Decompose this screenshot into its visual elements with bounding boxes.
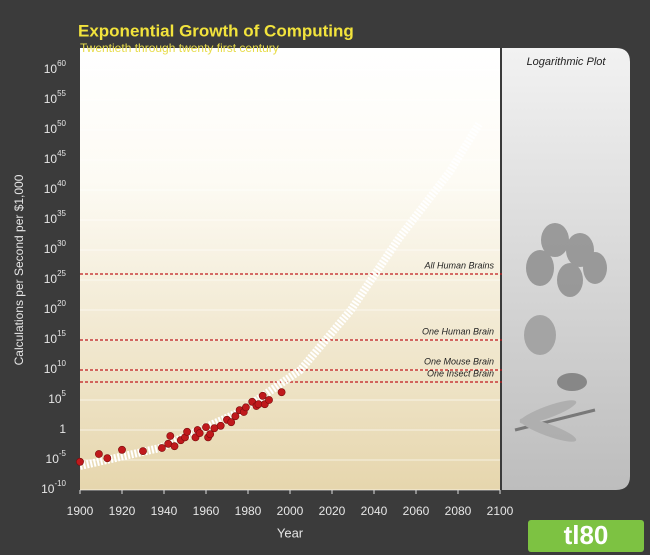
y-tick-exponent: 20 (57, 299, 66, 308)
data-point (76, 457, 84, 466)
data-point (95, 450, 103, 458)
y-tick-label: 1015 (44, 329, 67, 346)
y-tick-exponent: -5 (59, 449, 67, 458)
data-point (277, 388, 286, 397)
watermark-text: tl80 (564, 520, 609, 550)
y-tick-label: 1060 (44, 59, 67, 76)
y-tick-base: 10 (44, 62, 58, 76)
trend-line (79, 121, 483, 470)
y-tick-exponent: 40 (57, 179, 66, 188)
y-tick-exponent: 15 (57, 329, 66, 338)
plot-layer: All Human Brains One Human Brain One Mouse… (76, 69, 530, 491)
y-tick-label: 1030 (44, 239, 67, 256)
data-point (139, 447, 147, 456)
x-tick-label: 1920 (109, 504, 136, 518)
x-tick-label: 2040 (361, 504, 388, 518)
data-point (202, 423, 210, 432)
y-tick-base: 10 (44, 242, 58, 256)
x-tick-label: 2080 (445, 504, 472, 518)
y-tick-base: 10 (44, 152, 58, 166)
y-tick-label: 10-5 (46, 449, 67, 466)
data-point (265, 396, 273, 404)
watermark-box (528, 520, 644, 552)
chart-title: Exponential Growth of Computing (78, 21, 354, 40)
threshold-label: One Mouse Brain (424, 356, 494, 366)
data-point (258, 391, 267, 400)
y-tick-exponent: 45 (57, 149, 66, 158)
x-axis-label: Year (277, 525, 304, 540)
x-tick-label: 1980 (235, 504, 262, 518)
data-point (103, 454, 112, 463)
data-point (195, 429, 204, 438)
y-tick-base: 10 (44, 332, 58, 346)
y-tick-base: 10 (44, 272, 58, 286)
y-tick-label: 1025 (44, 269, 67, 286)
y-tick-label: 1050 (44, 119, 67, 136)
y-tick-label: 1010 (44, 359, 67, 376)
x-tick-label: 1960 (193, 504, 220, 518)
data-point (183, 427, 191, 436)
y-tick-exponent: 50 (57, 119, 66, 128)
y-tick-exponent: 60 (57, 59, 66, 68)
y-tick-base: 10 (41, 482, 55, 496)
y-tick-base: 10 (48, 392, 62, 406)
x-tick-label: 2000 (277, 504, 304, 518)
y-tick-base: 10 (44, 212, 58, 226)
y-tick-label: 1045 (44, 149, 67, 166)
y-tick-label: 1035 (44, 209, 67, 226)
x-tick-label: 1940 (151, 504, 178, 518)
data-point (118, 445, 126, 454)
watermark: tl80 (528, 520, 644, 552)
y-tick-base: 10 (44, 362, 58, 376)
threshold-label: All Human Brains (423, 260, 494, 270)
x-tick-label: 2060 (403, 504, 430, 518)
y-tick-base: 10 (46, 452, 60, 466)
data-point (157, 444, 166, 452)
y-tick-exponent: 25 (57, 269, 66, 278)
y-tick-label: 1 (59, 422, 66, 436)
y-tick-exponent: 55 (57, 89, 66, 98)
y-tick-label: 105 (48, 389, 66, 406)
data-point (166, 432, 175, 440)
threshold-label: One Human Brain (422, 326, 494, 336)
data-point (241, 403, 250, 412)
y-tick-base: 10 (44, 182, 58, 196)
y-tick-label: 1040 (44, 179, 67, 196)
data-point (170, 442, 179, 451)
y-tick-label: 1055 (44, 89, 67, 106)
y-tick-label: 1020 (44, 299, 67, 316)
panel-title: Logarithmic Plot (527, 56, 607, 68)
plot-area (80, 48, 500, 490)
data-point (231, 412, 240, 421)
y-tick-base: 10 (44, 302, 58, 316)
y-tick-label: 10-10 (41, 479, 66, 496)
x-tick-label: 1900 (67, 504, 94, 518)
y-tick-exponent: -10 (54, 479, 66, 488)
x-tick-label: 2100 (487, 504, 514, 518)
data-point (216, 421, 225, 430)
data-point (206, 430, 215, 439)
y-tick-exponent: 30 (57, 239, 66, 248)
data-point (227, 418, 236, 427)
y-tick-exponent: 5 (62, 389, 67, 398)
chart-subtitle: Twentieth through twenty first century (80, 41, 279, 55)
threshold-label: One Insect Brain (427, 368, 494, 378)
y-tick-exponent: 10 (57, 359, 66, 368)
brain-illustrations (514, 223, 607, 442)
y-tick-exponent: 35 (57, 209, 66, 218)
x-tick-label: 2020 (319, 504, 346, 518)
y-tick-base: 10 (44, 92, 58, 106)
y-axis-label: Calculations per Second per $1,000 (12, 174, 26, 365)
y-tick-base: 10 (44, 122, 58, 136)
